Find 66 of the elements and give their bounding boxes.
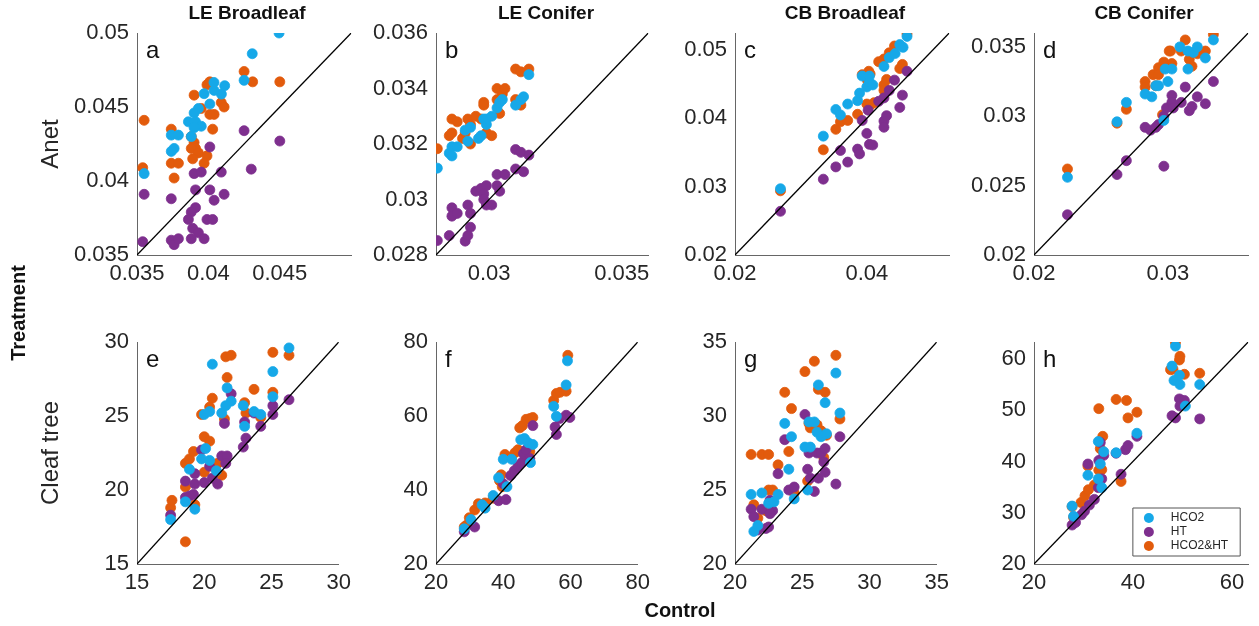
x-tick-label: 35: [924, 569, 950, 595]
y-tick-label: 20: [104, 476, 129, 502]
x-tick-label: 20: [1021, 569, 1047, 595]
x-tick-label: 0.035: [594, 260, 650, 286]
x-tick-label: 20: [722, 569, 748, 595]
annotation: a: [146, 35, 160, 63]
x-tick-label: 0.03: [1146, 260, 1190, 286]
x-tick-label: 0.03: [467, 260, 511, 286]
annotation: e: [146, 344, 160, 372]
y-tick-label: 0.034: [372, 74, 428, 100]
y-tick-label: 25: [104, 402, 129, 428]
y-tick-label: 30: [702, 402, 727, 428]
y-tick-label: 50: [1001, 396, 1026, 422]
y-tick-label: 0.03: [983, 102, 1026, 128]
y-tick-label: 0.025: [970, 171, 1026, 197]
legend-label: HCO2: [1170, 510, 1205, 525]
x-tick-label: 25: [259, 569, 284, 595]
x-tick-label: 20: [192, 569, 217, 595]
annotation: g: [744, 344, 758, 372]
chart-title: CB Broadleaf: [783, 2, 907, 24]
y-tick-label: 30: [1001, 498, 1026, 524]
x-axis-title: Control: [644, 599, 716, 622]
x-tick-label: 0.045: [252, 260, 308, 286]
y-tick-label: 0.028: [372, 241, 428, 267]
annotation: d: [1043, 35, 1057, 63]
x-tick-label: 20: [423, 569, 449, 595]
y-tick-label: 60: [1001, 344, 1026, 370]
annotation: b: [445, 35, 459, 63]
y-tick-label: 0.035: [970, 32, 1026, 58]
chart-title: LE Broadleaf: [188, 2, 306, 23]
y-axis-title: Cleaf tree: [36, 400, 64, 506]
x-tick-label: 0.04: [186, 260, 230, 286]
y-tick-label: 0.032: [372, 130, 428, 156]
chart-title: LE Conifer: [497, 2, 595, 23]
annotation: f: [445, 344, 452, 372]
y-tick-label: 35: [702, 328, 727, 354]
y-tick-label: 0.03: [385, 185, 428, 211]
y-tick-label: 40: [1001, 447, 1026, 473]
x-tick-label: 80: [625, 569, 651, 595]
annotation: h: [1043, 344, 1057, 372]
x-tick-label: 40: [491, 569, 516, 595]
y-tick-label: 0.04: [86, 167, 129, 193]
text: Treatment: [6, 265, 30, 361]
x-tick-label: 60: [558, 569, 583, 595]
y-tick-label: 80: [403, 328, 428, 354]
y-tick-label: 25: [702, 476, 727, 502]
legend-label: HT: [1170, 524, 1188, 539]
y-axis-title: Anet: [36, 119, 64, 169]
chart-title: CB Conifer: [1093, 2, 1195, 24]
x-tick-label: 40: [1120, 569, 1146, 595]
y-tick-label: 40: [403, 476, 428, 502]
x-tick-label: 30: [326, 569, 352, 595]
y-tick-label: 30: [104, 328, 129, 354]
y-tick-label: 60: [403, 402, 428, 428]
x-tick-label: 0.04: [845, 260, 889, 286]
y-tick-label: 0.03: [684, 172, 727, 198]
annotation: c: [744, 35, 756, 63]
y-tick-label: 0.045: [73, 93, 129, 119]
y-tick-label: 0.04: [684, 104, 727, 130]
x-tick-label: 30: [857, 569, 882, 595]
y-tick-label: 0.05: [684, 36, 727, 62]
legend-label: HCO2&HT: [1170, 538, 1229, 553]
y-tick-label: 0.05: [86, 19, 129, 45]
x-tick-label: 25: [790, 569, 815, 595]
y-tick-label: 0.036: [372, 19, 428, 45]
x-tick-label: 60: [1219, 569, 1245, 595]
